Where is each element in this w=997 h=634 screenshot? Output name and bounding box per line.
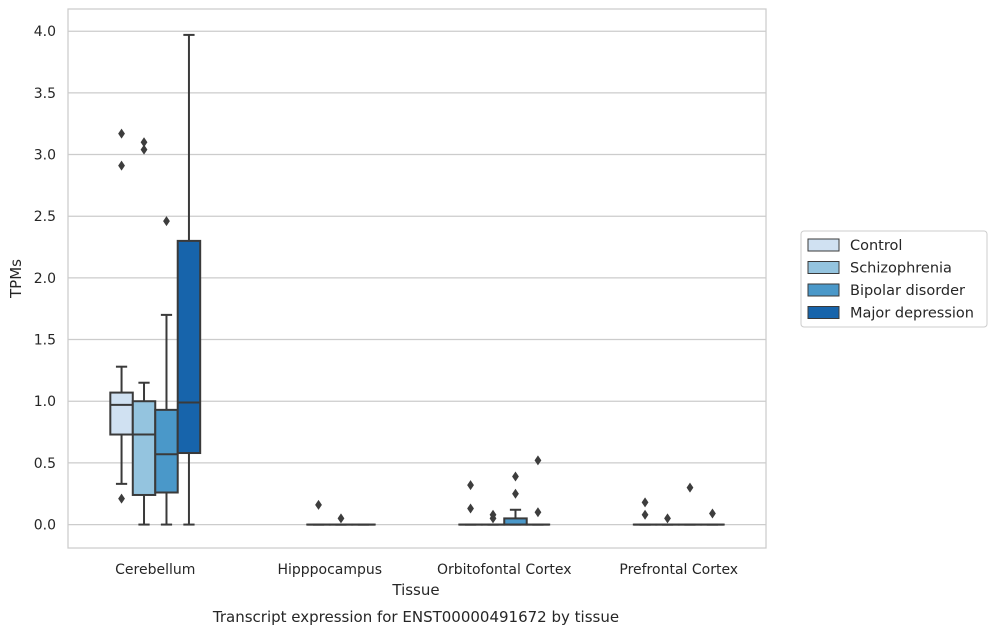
y-axis-title: TPMs <box>7 259 25 299</box>
box-control <box>109 128 134 504</box>
outlier-point <box>641 509 649 520</box>
outlier-point <box>315 499 322 510</box>
box-iqr <box>131 400 157 496</box>
y-tick-labels: 0.0 0.5 1.0 1.5 2.0 2.5 3.0 3.5 4.0 <box>34 24 56 533</box>
outlier-point <box>337 513 345 524</box>
y-tick-label: 2.0 <box>34 271 56 287</box>
box-schizophrenia <box>480 509 506 526</box>
legend-swatch <box>807 261 840 274</box>
legend-label: Schizophrenia <box>850 261 952 277</box>
outlier-point <box>118 128 125 139</box>
x-tick-label: Hipppocampus <box>277 562 382 578</box>
chart-caption: Transcript expression for ENST0000049167… <box>212 608 619 626</box>
outlier-point <box>489 513 497 524</box>
y-tick-label: 3.5 <box>34 86 56 102</box>
outlier-point <box>512 488 519 499</box>
x-tick-label: Cerebellum <box>115 562 195 578</box>
outlier-point <box>467 503 474 514</box>
box-iqr <box>109 391 134 436</box>
outlier-point <box>534 455 542 466</box>
legend-frame <box>800 230 988 328</box>
legend-label: Control <box>850 238 902 254</box>
box-schizophrenia <box>655 513 680 526</box>
y-tick-label: 0.0 <box>34 518 56 534</box>
box-bipolar-disorder <box>677 482 703 526</box>
y-tick-label: 1.5 <box>34 333 56 349</box>
x-tick-label: Prefrontal Cortex <box>619 562 738 578</box>
legend-swatch <box>807 238 840 252</box>
legend-label: Major depression <box>850 306 974 322</box>
outlier-point <box>140 144 148 155</box>
y-tick-label: 3.0 <box>34 148 56 164</box>
outlier-point <box>467 480 474 491</box>
box-schizophrenia <box>306 499 331 526</box>
outlier-point <box>709 508 716 519</box>
outlier-point <box>664 513 671 524</box>
box-major-depression <box>700 508 725 526</box>
box-schizophrenia <box>131 137 157 526</box>
box-bipolar-disorder <box>154 216 179 526</box>
legend-swatch <box>807 283 840 297</box>
y-tick-label: 0.5 <box>34 456 56 472</box>
outlier-point <box>641 497 649 508</box>
plot-area-frame <box>67 8 767 549</box>
box-control <box>632 497 658 526</box>
outlier-point <box>118 160 125 171</box>
box-control <box>458 480 483 526</box>
legend-swatch <box>807 306 840 319</box>
box-iqr <box>176 239 202 455</box>
outlier-point <box>140 137 148 148</box>
legend-label: Bipolar disorder <box>850 283 965 299</box>
legend: Control Schizophrenia Bipolar disorder Majo… <box>800 230 988 328</box>
y-tick-label: 1.0 <box>34 394 56 410</box>
x-tick-labels: Cerebellum Hipppocampus Orbitofontal Corte… <box>115 562 738 578</box>
boxes <box>109 33 725 526</box>
outlier-point <box>118 493 125 504</box>
y-tick-label: 4.0 <box>34 24 56 40</box>
y-tick-label: 2.5 <box>34 209 56 225</box>
outlier-point <box>686 482 694 493</box>
box-major-depression <box>176 33 202 526</box>
outlier-point <box>512 471 519 482</box>
outlier-point <box>163 216 170 227</box>
box-iqr <box>154 408 179 494</box>
box-bipolar-disorder <box>328 513 354 526</box>
box-bipolar-disorder <box>503 471 528 526</box>
x-tick-label: Orbitofontal Cortex <box>437 562 572 578</box>
box-major-depression <box>525 455 551 526</box>
x-axis-title: Tissue <box>391 581 439 599</box>
outlier-point <box>534 507 542 518</box>
